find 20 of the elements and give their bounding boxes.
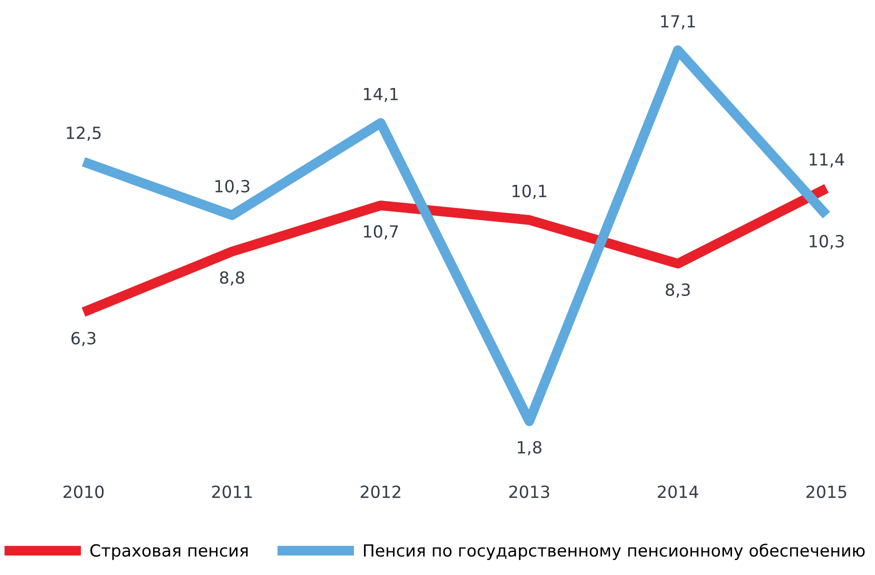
data-label: 10,3 (810, 234, 844, 250)
legend-label: Страховая пенсия (90, 544, 248, 560)
data-label: 1,8 (518, 440, 542, 456)
x-tick-label: 2015 (806, 485, 846, 498)
data-label: 8,3 (666, 283, 690, 298)
data-label: 10,3 (215, 180, 250, 194)
data-label: 8,8 (220, 271, 244, 286)
data-label: 14,1 (364, 88, 398, 102)
data-label: 10,1 (512, 184, 546, 200)
legend-label: Пенсия по государственному пенсионному обеспечению (364, 544, 865, 560)
data-label: 17,1 (661, 15, 695, 30)
x-tick-label: 2013 (509, 485, 550, 498)
x-tick-label: 2011 (212, 485, 252, 498)
x-tick-label: 2012 (360, 485, 400, 498)
data-label: 10,7 (364, 225, 398, 240)
data-label: 12,5 (66, 126, 101, 141)
x-tick-label: 2010 (64, 485, 104, 498)
data-label: 11,4 (810, 153, 844, 168)
x-tick-label: 2014 (658, 485, 698, 498)
data-label: 6,3 (71, 332, 96, 346)
